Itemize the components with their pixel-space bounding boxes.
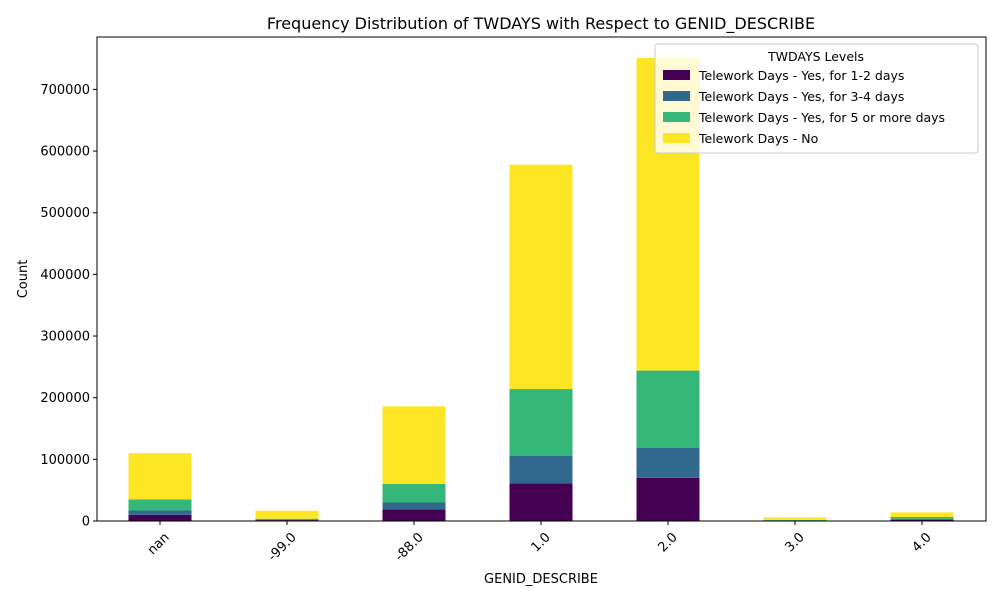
y-axis-title: Count (16, 260, 31, 299)
legend-label: Telework Days - Yes, for 1-2 days (698, 68, 904, 83)
bar-segment-nan-series-3 (128, 453, 192, 500)
x-tick-label: 1.0 (528, 530, 553, 555)
bar-segment-nan-series-2 (128, 499, 192, 511)
y-tick-label: 700000 (40, 83, 90, 98)
bar-segment-1.0-series-0 (509, 483, 573, 521)
y-tick-label: 0 (82, 515, 90, 530)
y-tick-label: 100000 (40, 453, 90, 468)
x-axis-title: GENID_DESCRIBE (484, 572, 598, 587)
chart-title: Frequency Distribution of TWDAYS with Re… (267, 14, 815, 34)
legend-title: TWDAYS Levels (767, 49, 864, 64)
bar-segment--99.0-series-2 (255, 518, 319, 520)
legend-swatch (663, 91, 690, 101)
legend-swatch (663, 112, 690, 122)
legend-swatch (663, 133, 690, 143)
bar-segment-2.0-series-2 (636, 370, 700, 448)
bars-layer (128, 57, 954, 521)
legend: TWDAYS Levels Telework Days - Yes, for 1… (654, 43, 979, 154)
y-tick-label: 300000 (40, 330, 90, 345)
y-tick-label: 600000 (40, 145, 90, 160)
bar-segment--88.0-series-0 (382, 509, 446, 521)
x-tick-label: -99.0 (265, 530, 299, 564)
bar-segment-4.0-series-3 (890, 512, 954, 517)
x-tick-label: nan (145, 530, 173, 558)
bar-segment-4.0-series-2 (890, 516, 954, 519)
bar-segment--88.0-series-2 (382, 484, 446, 503)
y-tick-label: 200000 (40, 391, 90, 406)
y-tick-label: 400000 (40, 268, 90, 283)
bar-segment-nan-series-0 (128, 514, 192, 521)
bar-segment-3.0-series-3 (763, 517, 827, 520)
legend-label: Telework Days - No (698, 131, 818, 146)
bar-segment--88.0-series-1 (382, 502, 446, 510)
bar-segment--99.0-series-3 (255, 510, 319, 519)
y-tick-label: 500000 (40, 206, 90, 221)
x-tick-label: 4.0 (909, 530, 934, 555)
bar-segment-4.0-series-0 (890, 519, 954, 521)
bar-segment-1.0-series-3 (509, 164, 573, 390)
bar-segment--88.0-series-3 (382, 406, 446, 485)
legend-label: Telework Days - Yes, for 3-4 days (698, 89, 904, 104)
bar-segment-1.0-series-2 (509, 389, 573, 456)
x-tick-label: -88.0 (392, 530, 426, 564)
y-axis: 0 100000 200000 300000 400000 500000 600000 700… (40, 83, 97, 530)
legend-swatch (663, 70, 690, 80)
bar-segment-nan-series-1 (128, 510, 192, 515)
x-axis: nan -99.0 -88.0 1.0 2.0 3.0 4.0 (145, 521, 935, 565)
bar-segment-4.0-series-1 (890, 518, 954, 520)
x-tick-label: 2.0 (655, 530, 680, 555)
bar-segment-1.0-series-1 (509, 455, 573, 484)
legend-box (654, 43, 979, 154)
x-tick-label: 3.0 (782, 530, 807, 555)
legend-label: Telework Days - Yes, for 5 or more days (698, 110, 945, 125)
bar-segment-2.0-series-0 (636, 477, 700, 521)
bar-segment-2.0-series-1 (636, 447, 700, 478)
